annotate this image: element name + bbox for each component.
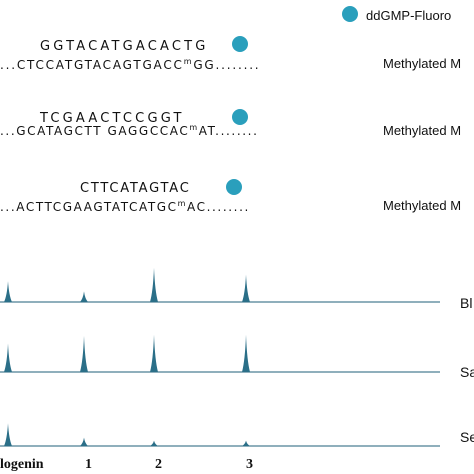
x-label-logenin: logenin (0, 457, 44, 472)
template-sequence-3: ...ACTTCGAAGTATCATGCmAC........ (0, 199, 250, 214)
primer-sequence-3: CTTCATAGTAC (80, 181, 191, 196)
trace-peak (80, 335, 88, 372)
trace-peak (242, 274, 250, 302)
trace-peak (4, 423, 12, 446)
probe-label-2: Methylated M (383, 123, 461, 138)
primer-sequence-2: TCGAACTCCGGT (39, 111, 185, 126)
methyl-mark-2: m (189, 123, 198, 132)
x-label-1: 1 (85, 457, 92, 472)
trace-peak (80, 291, 88, 302)
legend-marker-icon (342, 6, 358, 22)
trace-peak (150, 267, 158, 302)
x-label-2: 2 (155, 457, 162, 472)
trace-peak (4, 343, 12, 372)
legend-label: ddGMP-Fluoro (366, 8, 451, 23)
template-right-3: AC........ (187, 200, 250, 214)
probe-label-1: Methylated M (383, 56, 461, 71)
template-right-2: AT........ (199, 124, 259, 138)
probe-3: CTTCATAGTAC ...ACTTCGAAGTATCATGCmAC.....… (0, 179, 461, 214)
probe-2: TCGAACTCCGGT ...GCATAGCTT GAGGCCACmAT...… (0, 109, 461, 138)
probe-label-3: Methylated M (383, 198, 461, 213)
trace-peak (80, 437, 88, 446)
trace-peak (150, 440, 158, 446)
template-right-1: GG........ (193, 58, 260, 72)
trace-label-3: Se (460, 429, 474, 445)
trace-peak (242, 440, 250, 446)
x-label-3: 3 (246, 457, 253, 472)
fluoro-dot-icon (232, 36, 248, 52)
template-left-2: ...GCATAGCTT GAGGCCAC (0, 124, 189, 138)
methyl-mark-3: m (178, 199, 187, 208)
electropherogram-traces (0, 267, 440, 447)
trace-peak (150, 334, 158, 372)
methyl-mark-1: m (184, 57, 194, 66)
template-sequence-2: ...GCATAGCTT GAGGCCACmAT........ (0, 123, 258, 138)
fluoro-dot-icon (232, 109, 248, 125)
trace-label-1: Bl (460, 295, 472, 311)
trace-peak (4, 281, 12, 302)
trace-label-2: Sa (460, 364, 474, 380)
template-left-1: ...CTCCATGTACAGTGACC (0, 58, 184, 72)
template-sequence-1: ...CTCCATGTACAGTGACCmGG........ (0, 57, 260, 72)
fluoro-dot-icon (226, 179, 242, 195)
trace-peak (242, 334, 250, 372)
probe-1: GGTACATGACACTG ...CTCCATGTACAGTGACCmGG..… (0, 36, 461, 72)
primer-sequence-1: GGTACATGACACTG (40, 39, 209, 54)
template-left-3: ...ACTTCGAAGTATCATGC (0, 200, 178, 214)
